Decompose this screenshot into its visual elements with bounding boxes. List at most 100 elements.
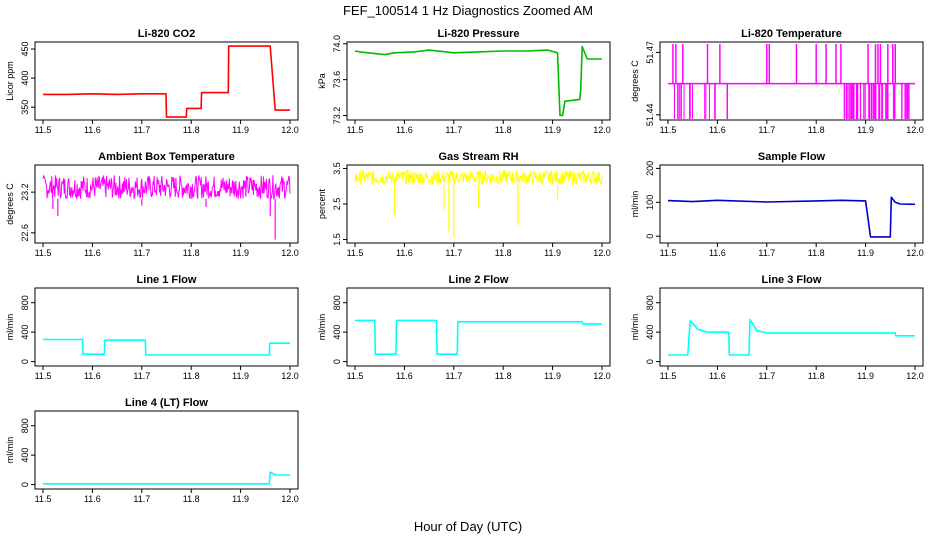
- panel-7-line-1-flow-xtick-label: 11.6: [84, 371, 101, 381]
- panel-1-li-820-co2-xtick-label: 11.9: [232, 125, 249, 135]
- panel-9-line-3-flow-xtick-label: 11.5: [660, 371, 677, 381]
- panel-5-gas-stream-rh-xtick-label: 11.6: [396, 248, 413, 258]
- panel-3-li-820-temperature-xtick-label: 12.0: [906, 125, 924, 135]
- panel-9-line-3-flow-ytick-label: 400: [645, 325, 655, 340]
- panel-7-line-1-flow-series-line: [43, 338, 290, 356]
- panel-7-line-1-flow-ylabel: ml/min: [5, 314, 15, 341]
- panel-5-gas-stream-rh-xtick-label: 11.7: [445, 248, 462, 258]
- panel-4-ambient-box-temperature-xtick-label: 11.9: [232, 248, 249, 258]
- panel-5-gas-stream-rh-ytick-label: 1.5: [332, 233, 342, 246]
- panel-6-sample-flow-xtick-label: 11.8: [808, 248, 825, 258]
- panel-5-gas-stream-rh: Gas Stream RH 11.5 11.6 11.7 11.8 11.9 12.0 1.5…: [317, 151, 611, 258]
- panel-8-line-2-flow-xtick-label: 11.9: [544, 371, 561, 381]
- panel-5-gas-stream-rh-ylabel: percent: [317, 188, 327, 219]
- panel-1-li-820-co2: Li-820 CO2 11.5 11.6 11.7 11.8 11.9 12.0 350 400…: [5, 28, 299, 135]
- panel-7-line-1-flow-title: Line 1 Flow: [137, 274, 197, 286]
- panel-9-line-3-flow-xtick-label: 11.6: [709, 371, 726, 381]
- panel-3-li-820-temperature-title: Li-820 Temperature: [741, 28, 842, 40]
- panel-8-line-2-flow-ylabel: ml/min: [317, 314, 327, 341]
- panel-7-line-1-flow-ytick-label: 800: [20, 295, 30, 310]
- panel-4-ambient-box-temperature-xtick-label: 11.5: [35, 248, 52, 258]
- panel-2-li-820-pressure-xtick-label: 11.8: [495, 125, 512, 135]
- panel-10-line-4-lt-flow-ylabel: ml/min: [5, 437, 15, 464]
- panel-4-ambient-box-temperature-frame: [34, 164, 299, 244]
- panel-2-li-820-pressure-ylabel: kPa: [317, 73, 327, 89]
- panel-3-li-820-temperature-xtick-label: 11.7: [758, 125, 775, 135]
- panel-8-line-2-flow-xtick-label: 11.7: [445, 371, 462, 381]
- panel-1-li-820-co2-ytick-label: 400: [20, 71, 30, 86]
- panel-2-li-820-pressure-ytick-label: 73.6: [332, 71, 342, 89]
- panel-8-line-2-flow-xtick-label: 12.0: [593, 371, 611, 381]
- panel-10-line-4-lt-flow: Line 4 (LT) Flow 11.5 11.6 11.7 11.8 11.9 12.0…: [5, 397, 299, 504]
- panel-8-line-2-flow-ytick-label: 400: [332, 325, 342, 340]
- panel-10-line-4-lt-flow-series-line: [43, 471, 290, 485]
- figure-title: FEF_100514 1 Hz Diagnostics Zoomed AM: [343, 3, 593, 18]
- panel-7-line-1-flow-xtick-label: 11.5: [35, 371, 52, 381]
- panel-4-ambient-box-temperature-noise-band: [42, 174, 291, 200]
- panel-5-gas-stream-rh-ytick-label: 2.5: [332, 198, 342, 211]
- panel-3-li-820-temperature-ytick-label: 51.44: [645, 104, 655, 127]
- panel-4-ambient-box-temperature-xtick-label: 11.6: [84, 248, 101, 258]
- panel-7-line-1-flow-xtick-label: 11.9: [232, 371, 249, 381]
- panel-9-line-3-flow-ytick-label: 800: [645, 295, 655, 310]
- panel-1-li-820-co2-title: Li-820 CO2: [138, 28, 195, 40]
- panel-4-ambient-box-temperature-xtick-label: 11.8: [183, 248, 200, 258]
- panel-8-line-2-flow-xtick-label: 11.5: [347, 371, 364, 381]
- panel-6-sample-flow-ytick-label: 200: [645, 161, 655, 176]
- panel-6-sample-flow-xtick-label: 11.5: [660, 248, 677, 258]
- panel-2-li-820-pressure-ytick-label: 74.0: [332, 35, 342, 53]
- panel-2-li-820-pressure: Li-820 Pressure 11.5 11.6 11.7 11.8 11.9 12.0 7…: [317, 28, 611, 135]
- panel-7-line-1-flow-xtick-label: 11.7: [133, 371, 150, 381]
- panel-5-gas-stream-rh-ytick-label: 3.5: [332, 162, 342, 175]
- panel-4-ambient-box-temperature-ytick-label: 23.2: [20, 183, 30, 201]
- panel-6-sample-flow-ytick-label: 0: [645, 234, 655, 239]
- panel-9-line-3-flow-ylabel: ml/min: [630, 314, 640, 341]
- panel-10-line-4-lt-flow-title: Line 4 (LT) Flow: [125, 397, 208, 409]
- panel-2-li-820-pressure-frame: [346, 41, 611, 121]
- panel-6-sample-flow-title: Sample Flow: [758, 151, 826, 163]
- panel-6-sample-flow-plot-area: [667, 196, 916, 238]
- panel-10-line-4-lt-flow-ytick-label: 0: [20, 482, 30, 487]
- panel-2-li-820-pressure-xtick-label: 11.7: [445, 125, 462, 135]
- panel-1-li-820-co2-xtick-label: 11.7: [133, 125, 150, 135]
- panel-9-line-3-flow-frame: [659, 287, 924, 367]
- panel-8-line-2-flow-title: Line 2 Flow: [449, 274, 509, 286]
- panel-2-li-820-pressure-title: Li-820 Pressure: [438, 28, 520, 40]
- panel-6-sample-flow-xtick-label: 11.9: [857, 248, 874, 258]
- panel-2-li-820-pressure-xtick-label: 11.5: [347, 125, 364, 135]
- panel-8-line-2-flow-xtick-label: 11.6: [396, 371, 413, 381]
- panel-10-line-4-lt-flow-frame: [34, 410, 299, 490]
- panel-7-line-1-flow-ytick-label: 0: [20, 359, 30, 364]
- panel-3-li-820-temperature-ytick-label: 51.47: [645, 41, 655, 64]
- panel-9-line-3-flow-xtick-label: 11.7: [758, 371, 775, 381]
- panel-9-line-3-flow-plot-area: [668, 318, 915, 356]
- panel-8-line-2-flow-xtick-label: 11.8: [495, 371, 512, 381]
- panel-3-li-820-temperature-frame: [659, 41, 924, 121]
- panel-8-line-2-flow: Line 2 Flow 11.5 11.6 11.7 11.8 11.9 12.0 0 400 8…: [317, 274, 611, 381]
- panel-2-li-820-pressure-xtick-label: 11.9: [544, 125, 561, 135]
- panel-1-li-820-co2-ytick-label: 350: [20, 100, 30, 115]
- panel-6-sample-flow-series-line: [667, 196, 916, 238]
- panel-6-sample-flow-xtick-label: 12.0: [906, 248, 924, 258]
- panel-8-line-2-flow-ytick-label: 0: [332, 359, 342, 364]
- panel-6-sample-flow-ylabel: ml/min: [630, 191, 640, 218]
- panel-8-line-2-flow-frame: [346, 287, 611, 367]
- panel-3-li-820-temperature-xtick-label: 11.5: [660, 125, 677, 135]
- panel-5-gas-stream-rh-title: Gas Stream RH: [438, 151, 518, 163]
- panel-4-ambient-box-temperature: Ambient Box Temperature 11.5 11.6 11.7 11.8 1…: [5, 151, 299, 258]
- panel-10-line-4-lt-flow-ytick-label: 800: [20, 418, 30, 433]
- panel-5-gas-stream-rh-xtick-label: 11.8: [495, 248, 512, 258]
- panel-9-line-3-flow-title: Line 3 Flow: [762, 274, 822, 286]
- panel-2-li-820-pressure-series-line: [354, 45, 602, 117]
- panel-3-li-820-temperature-plot-area: [668, 44, 915, 119]
- panel-4-ambient-box-temperature-ytick-label: 22.6: [20, 224, 30, 242]
- panel-6-sample-flow-frame: [659, 164, 924, 244]
- panel-9-line-3-flow-xtick-label: 11.9: [857, 371, 874, 381]
- panel-3-li-820-temperature: Li-820 Temperature 11.5 11.6 11.7 11.8 11.9 12…: [630, 28, 924, 135]
- panel-1-li-820-co2-ytick-label: 450: [20, 41, 30, 56]
- panel-2-li-820-pressure-xtick-label: 12.0: [593, 125, 611, 135]
- panel-1-li-820-co2-frame: [34, 41, 299, 121]
- panel-1-li-820-co2-series-line: [43, 45, 290, 118]
